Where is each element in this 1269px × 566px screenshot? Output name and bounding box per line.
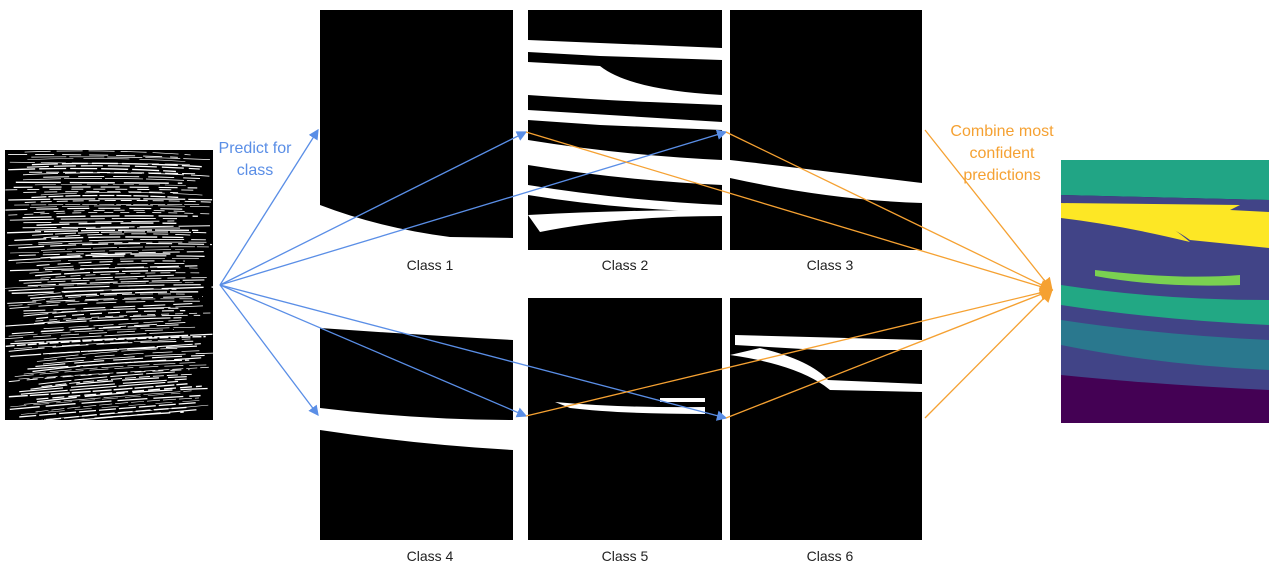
- diagram: Predict for class Combine most confident…: [0, 0, 1269, 566]
- combine-label-line: Combine most: [950, 123, 1054, 140]
- panel-class-4: [320, 298, 513, 540]
- panel-class-2: [528, 10, 722, 250]
- predict-label-line: class: [237, 162, 273, 179]
- result-image: [1061, 160, 1269, 423]
- predict-label-line: Predict for: [219, 140, 293, 157]
- panel-class-6: [730, 298, 922, 540]
- panel-label: Class 5: [602, 548, 649, 564]
- panel-class-1: [320, 10, 513, 250]
- seismic-image: [5, 150, 213, 427]
- panel-class-5: [528, 298, 722, 540]
- panel-label: Class 6: [807, 548, 854, 564]
- combine-label-line: predictions: [963, 167, 1040, 184]
- panel-label: Class 2: [602, 257, 649, 273]
- combine-label-line: confident: [970, 145, 1035, 162]
- panel-class-3: [730, 10, 922, 250]
- panel-label: Class 3: [807, 257, 854, 273]
- panel-label: Class 4: [407, 548, 454, 564]
- panel-label: Class 1: [407, 257, 454, 273]
